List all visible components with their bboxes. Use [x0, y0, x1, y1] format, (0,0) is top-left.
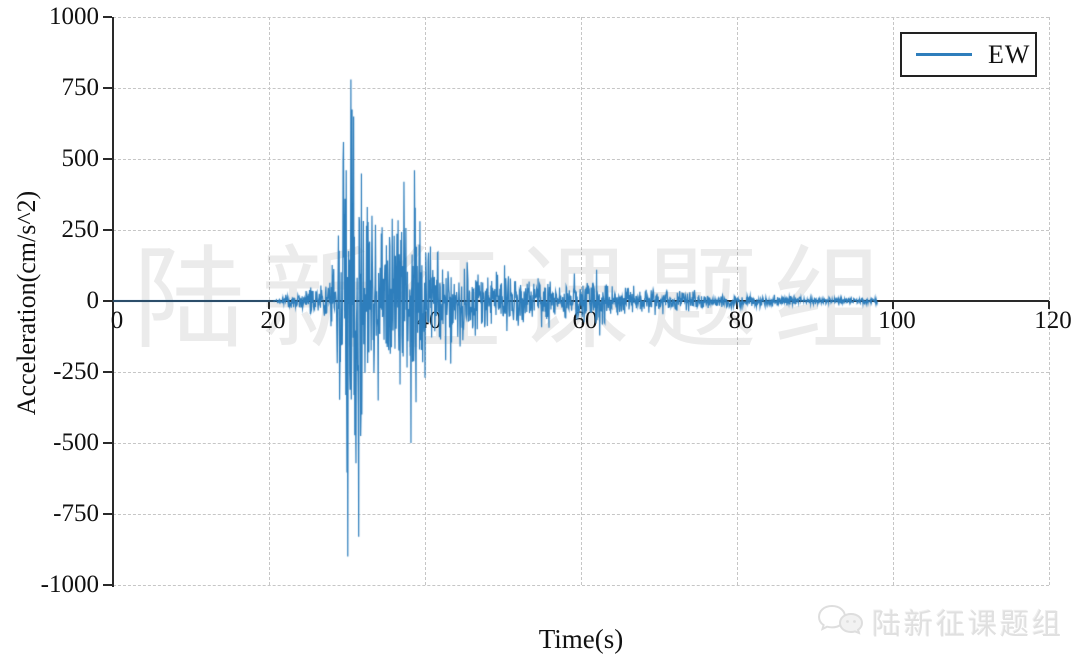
y-tick [103, 158, 112, 160]
x-tick-label: 20 [260, 307, 286, 334]
brand-watermark-text: 陆新征课题组 [871, 609, 1064, 641]
x-tick-label: 0 [110, 307, 124, 334]
x-tick-label: 80 [728, 307, 754, 334]
x-tick-label: 120 [1034, 307, 1072, 334]
horizontal-gridline [113, 585, 1049, 586]
y-tick [103, 229, 112, 231]
y-tick [103, 371, 112, 373]
y-tick [103, 513, 112, 515]
brand-watermark: 陆新征课题组 [817, 601, 1064, 643]
y-tick [103, 87, 112, 89]
legend-label: EW [988, 39, 1031, 69]
x-tick-label: 60 [572, 307, 598, 334]
y-axis-title: Acceleration(cm/s^2) [12, 190, 41, 416]
legend: EW [900, 32, 1037, 77]
y-tick [103, 584, 112, 586]
y-tick [103, 300, 112, 302]
y-tick [103, 16, 112, 18]
wechat-bubbles-icon [817, 604, 864, 641]
y-tick [103, 442, 112, 444]
x-tick-label: 40 [416, 307, 442, 334]
y-tick-label: 750 [61, 74, 100, 101]
y-tick-label: -1000 [40, 571, 99, 598]
legend-line-sample [916, 53, 972, 56]
y-tick-label: 1000 [49, 3, 99, 30]
y-tick-label: -750 [53, 500, 99, 527]
x-tick-label: 100 [878, 307, 916, 334]
